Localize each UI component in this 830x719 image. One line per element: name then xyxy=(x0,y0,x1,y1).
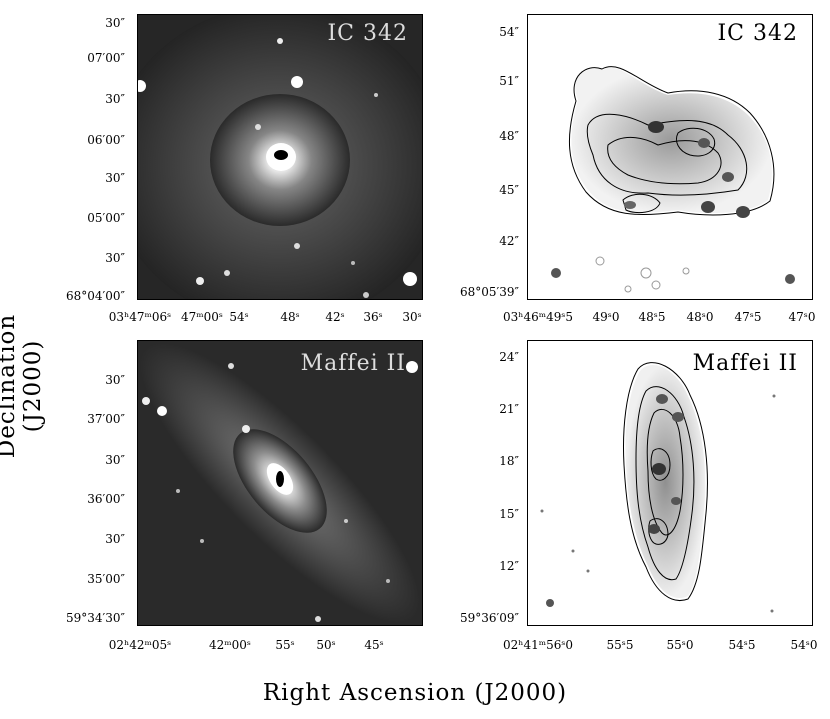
ytick-label: 18″ xyxy=(499,454,519,468)
xtick-label: 49ˢ0 xyxy=(592,310,620,324)
maffei-image xyxy=(138,341,422,625)
xtick-label: 45ˢ xyxy=(364,638,384,652)
ytick-label: 30″ xyxy=(105,251,125,265)
ic342-contour-map xyxy=(551,66,795,293)
maffei-map-xticks: 02ʰ41ᵐ56ˢ0 55ˢ5 55ˢ0 54ˢ5 54ˢ0 xyxy=(0,638,830,652)
xtick-label: 03ʰ47ᵐ06ˢ xyxy=(108,310,172,324)
ic342-map-xticks: 03ʰ46ᵐ49ˢ5 49ˢ0 48ˢ5 48ˢ0 47ˢ5 47ˢ0 xyxy=(0,310,830,324)
ytick-label: 30″ xyxy=(105,16,125,30)
ytick-label: 07′00″ xyxy=(87,51,125,65)
ytick-label: 30″ xyxy=(105,373,125,387)
ytick-label: 30″ xyxy=(105,92,125,106)
ytick-label: 21″ xyxy=(499,402,519,416)
panel-title: IC 342 xyxy=(327,21,408,46)
xtick-label: 48ˢ0 xyxy=(686,310,714,324)
maffei-contour-map xyxy=(540,362,776,613)
ytick-label: 30″ xyxy=(105,171,125,185)
maffei-image-xticks: 02ʰ42ᵐ05ˢ 42ᵐ00ˢ 55ˢ 50ˢ 45ˢ xyxy=(0,638,830,652)
xtick-label: 54ˢ0 xyxy=(790,638,818,652)
maffei-map-panel: Maffei II xyxy=(527,340,813,626)
xtick-label: 42ˢ xyxy=(325,310,345,324)
xtick-label: 55ˢ0 xyxy=(666,638,694,652)
ytick-label: 36′00″ xyxy=(87,492,125,506)
xtick-label: 47ˢ0 xyxy=(788,310,816,324)
ytick-label: 30″ xyxy=(105,532,125,546)
xtick-label: 47ᵐ00ˢ xyxy=(181,310,223,324)
xtick-label: 55ˢ5 xyxy=(606,638,634,652)
xtick-label: 02ʰ42ᵐ05ˢ xyxy=(108,638,172,652)
xtick-label: 50ˢ xyxy=(316,638,336,652)
ytick-label: 59°36′09″ xyxy=(459,611,519,625)
panel-title: IC 342 xyxy=(717,21,798,46)
xtick-label: 54ˢ xyxy=(229,310,249,324)
ytick-label: 59°34′30″ xyxy=(65,611,125,625)
ic342-image-xticks: 03ʰ47ᵐ06ˢ 47ᵐ00ˢ 54ˢ 48ˢ 42ˢ 36ˢ 30ˢ xyxy=(0,310,830,324)
ytick-label: 30″ xyxy=(105,453,125,467)
xtick-label: 02ʰ41ᵐ56ˢ0 xyxy=(502,638,574,652)
ytick-label: 68°04′00″ xyxy=(65,289,125,303)
ytick-label: 68°05′39″ xyxy=(459,285,519,299)
ytick-label: 42″ xyxy=(499,234,519,248)
xtick-label: 54ˢ5 xyxy=(728,638,756,652)
ytick-label: 51″ xyxy=(499,74,519,88)
ytick-label: 12″ xyxy=(499,559,519,573)
ytick-label: 06′00″ xyxy=(87,133,125,147)
ic342-image xyxy=(138,15,422,299)
panel-title: Maffei II xyxy=(692,351,798,376)
ytick-label: 15″ xyxy=(499,507,519,521)
ytick-label: 48″ xyxy=(499,129,519,143)
maffei-image-panel: Maffei II xyxy=(137,340,423,626)
ic342-image-panel: IC 342 xyxy=(137,14,423,300)
right-ascension-axis-label: Right Ascension (J2000) xyxy=(262,680,568,706)
xtick-label: 55ˢ xyxy=(275,638,295,652)
ytick-label: 24″ xyxy=(499,350,519,364)
xtick-label: 03ʰ46ᵐ49ˢ5 xyxy=(502,310,574,324)
ic342-map-panel: IC 342 xyxy=(527,14,813,300)
ytick-label: 05′00″ xyxy=(87,211,125,225)
panel-title: Maffei II xyxy=(300,351,406,376)
ytick-label: 45″ xyxy=(499,183,519,197)
xtick-label: 36ˢ xyxy=(363,310,383,324)
xtick-label: 42ᵐ00ˢ xyxy=(209,638,251,652)
xtick-label: 48ˢ5 xyxy=(638,310,666,324)
declination-axis-label: Declination (J2000) xyxy=(0,313,46,459)
xtick-label: 30ˢ xyxy=(402,310,422,324)
ytick-label: 37′00″ xyxy=(87,412,125,426)
ytick-label: 54″ xyxy=(499,25,519,39)
xtick-label: 48ˢ xyxy=(280,310,300,324)
xtick-label: 47ˢ5 xyxy=(734,310,762,324)
ytick-label: 35′00″ xyxy=(87,572,125,586)
